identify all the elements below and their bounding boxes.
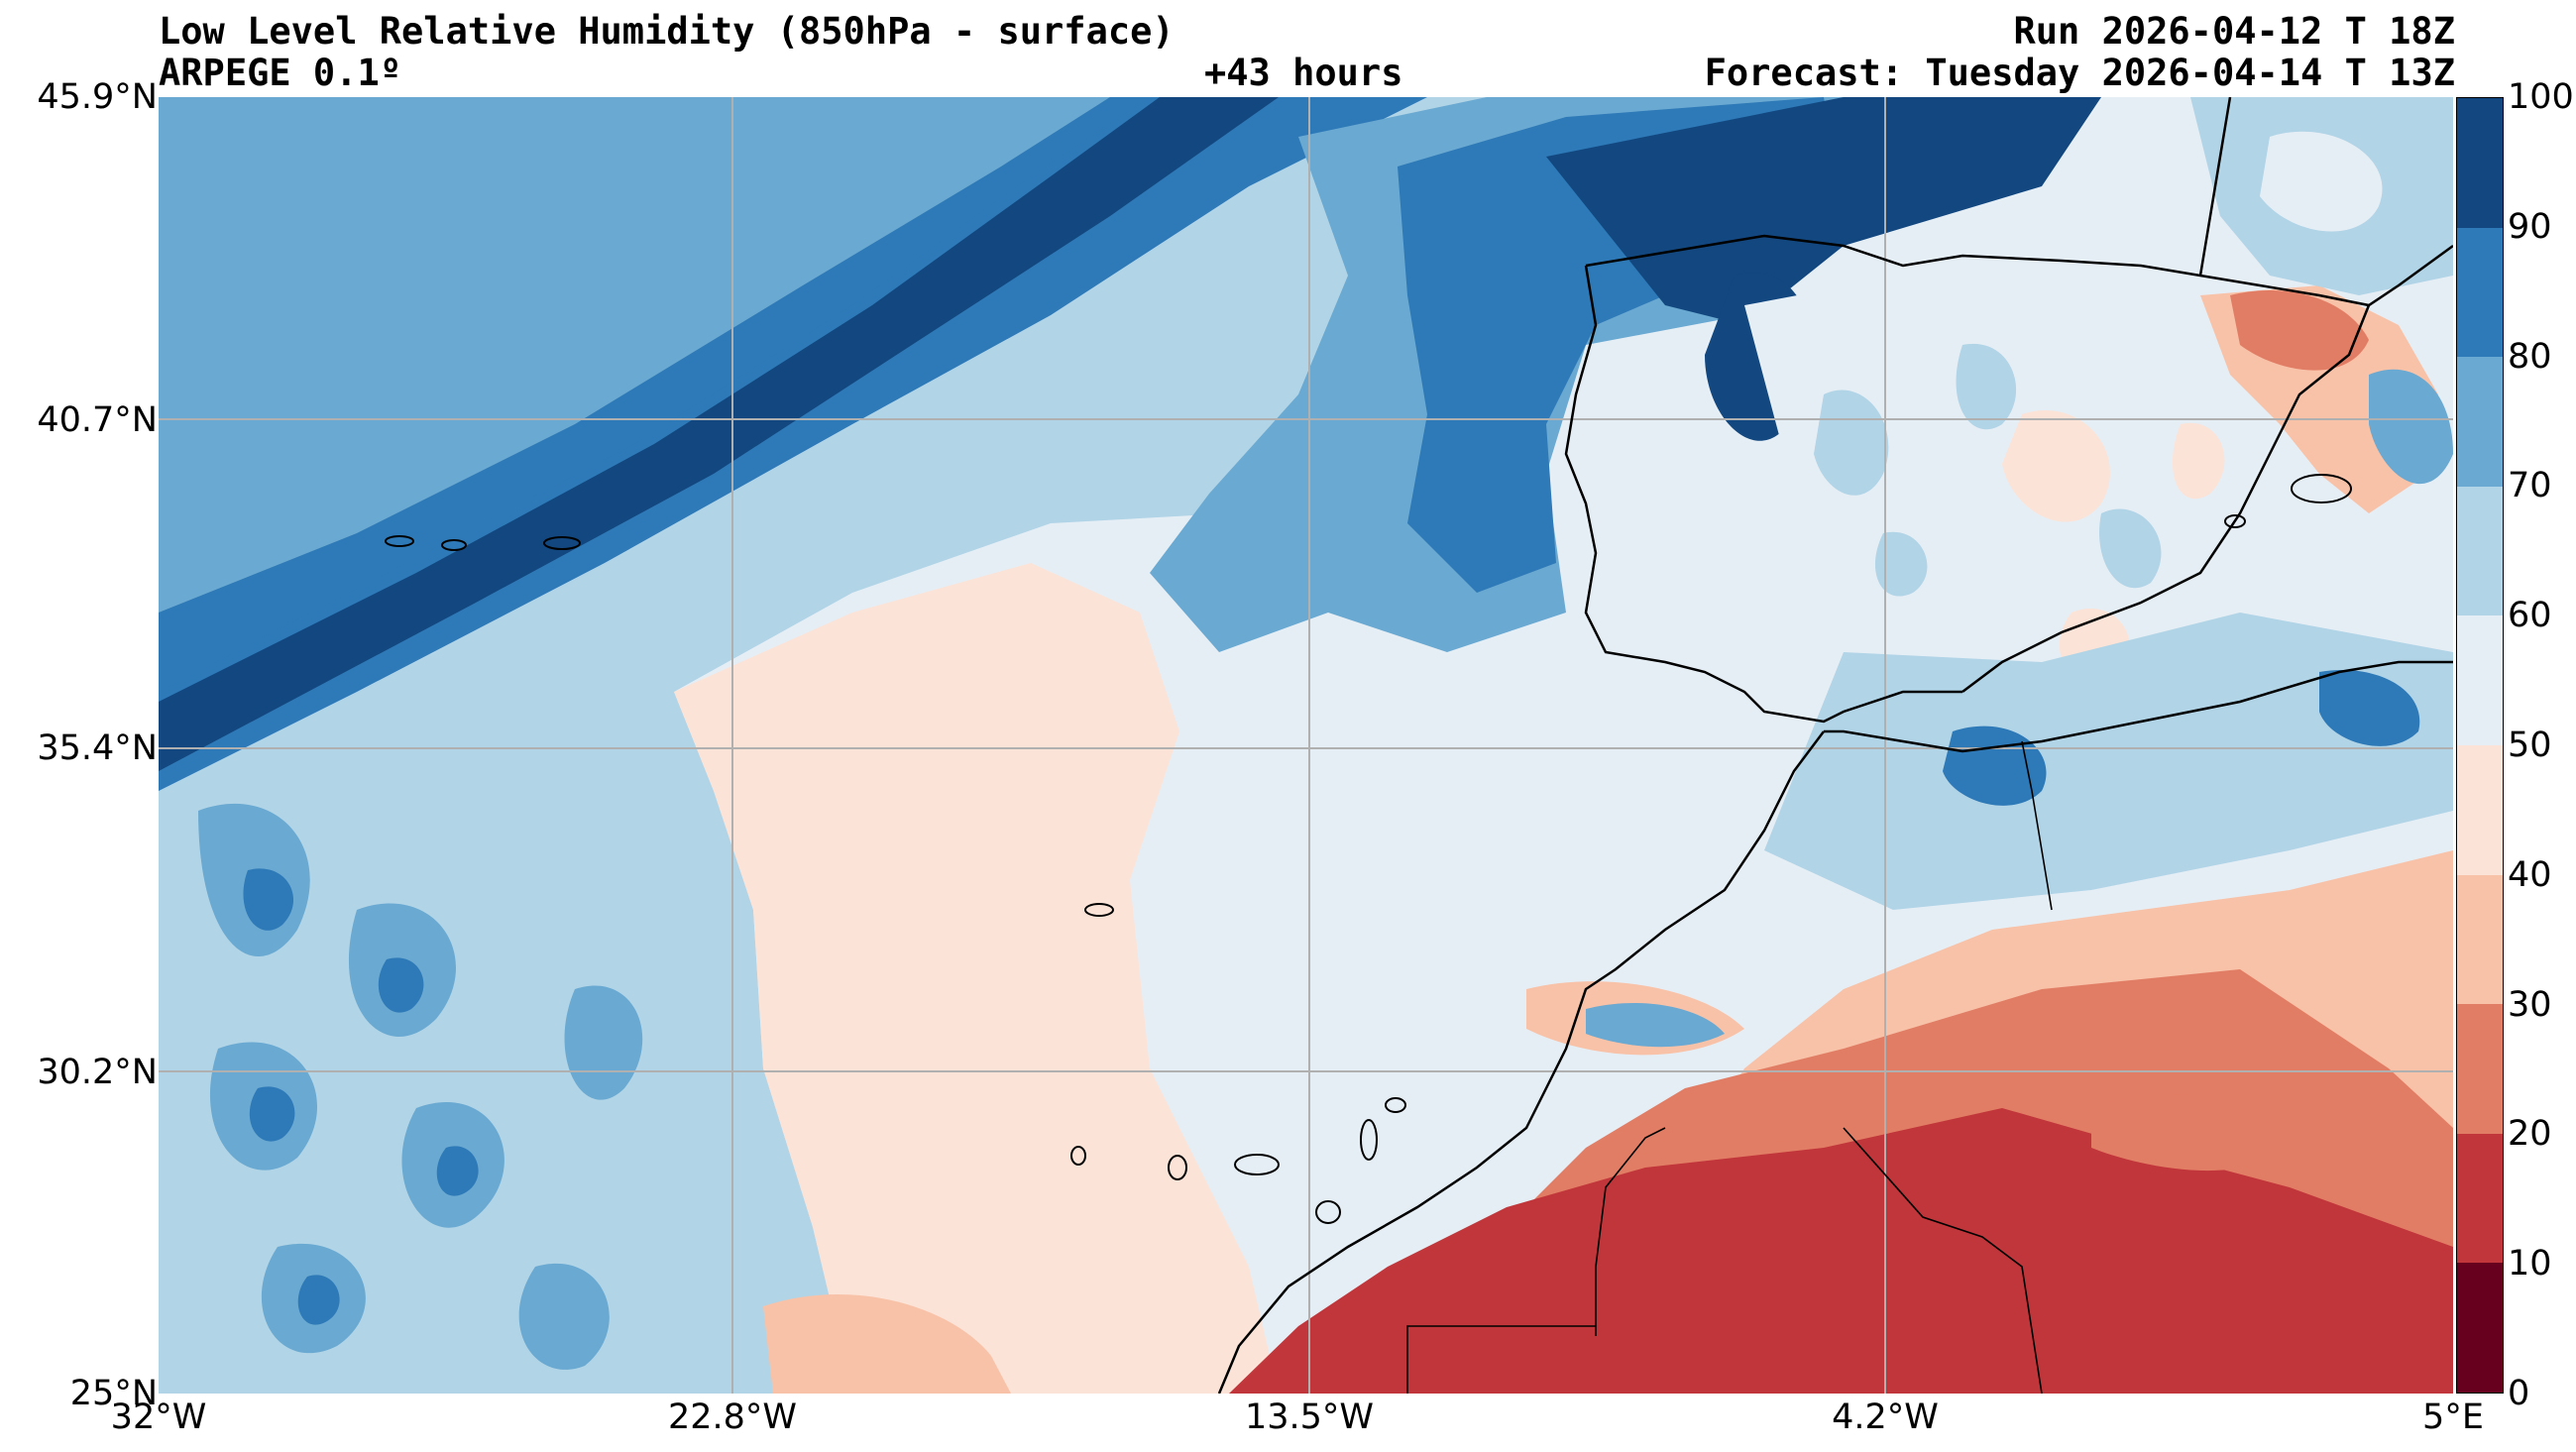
- colorbar-segment: [2457, 227, 2503, 358]
- coast-north-africa: [1824, 660, 2453, 753]
- rh-zone-20-30-patches: [1705, 1080, 2290, 1172]
- colorbar-tick-label: 100: [2508, 77, 2574, 117]
- colorbar-segment: [2457, 357, 2503, 487]
- rh-zone-70-80-atlas: [1586, 1003, 1725, 1048]
- lon-tick-label: 4.2°W: [1832, 1397, 1939, 1437]
- colorbar-segment: [2457, 874, 2503, 1005]
- colorbar-tick-label: 0: [2508, 1374, 2530, 1413]
- map-title: Low Level Relative Humidity (850hPa - su…: [159, 10, 1175, 53]
- rh-zone-30-40-tongue: [763, 1294, 1011, 1394]
- rh-zone-90-100-north-biscay: [1546, 97, 2101, 325]
- island-azores-3: [385, 535, 414, 547]
- rh-zone-70-80-balearic: [2369, 369, 2453, 485]
- lead-time: +43 hours: [1204, 52, 1403, 94]
- rh-zone-80-90-north-africa: [1943, 670, 2420, 806]
- colorbar-tick-label: 40: [2508, 855, 2552, 895]
- colorbar: [2456, 97, 2504, 1394]
- rh-zone-90-100-band: [159, 97, 1279, 771]
- colorbar-segment: [2457, 98, 2503, 228]
- lat-tick-label: 45.9°N: [37, 77, 158, 117]
- rh-zone-80-90-sw: [243, 868, 479, 1325]
- colorbar-segment: [2457, 1133, 2503, 1264]
- island-ibiza: [2224, 514, 2246, 528]
- colorbar-tick-label: 50: [2508, 726, 2552, 765]
- rh-zone-60-70-iberia-patches: [1814, 343, 2162, 597]
- coast-portugal: [1564, 265, 1962, 724]
- rh-zone-40-50-iberia: [2002, 410, 2225, 681]
- gridlines: [159, 97, 2453, 1394]
- model-name: ARPEGE 0.1º: [159, 52, 402, 94]
- island-madeira: [1084, 903, 1114, 917]
- island-tenerife: [1234, 1154, 1280, 1175]
- lat-tick-label: 25°N: [69, 1374, 158, 1413]
- lon-tick-label: 22.8°W: [667, 1397, 798, 1437]
- lon-tick-label: 32°W: [110, 1397, 207, 1437]
- border-morocco-south: [1843, 1127, 2043, 1394]
- coastlines: [1217, 97, 2453, 1394]
- colorbar-segment: [2457, 1004, 2503, 1134]
- rh-zone-10-20-sahara: [1229, 1108, 2453, 1394]
- rh-zone-20-30-ne-spain: [2230, 290, 2369, 371]
- islands: [385, 474, 2352, 1224]
- run-time: Run 2026-04-12 T 18Z: [2013, 10, 2455, 53]
- forecast-time: Forecast: Tuesday 2026-04-14 T 13Z: [1704, 52, 2455, 94]
- coast-north-iberia: [1585, 234, 2453, 307]
- island-la-palma: [1168, 1155, 1187, 1180]
- island-azores-2: [441, 539, 467, 551]
- humidity-map: [159, 97, 2453, 1394]
- island-azores-1: [543, 536, 581, 550]
- colorbar-tick-label: 10: [2508, 1244, 2552, 1284]
- island-mallorca: [2291, 474, 2352, 503]
- rh-zone-80-90-band-2: [159, 97, 1427, 791]
- colorbar-tick-label: 80: [2508, 337, 2552, 377]
- colorbar-tick-label: 60: [2508, 596, 2552, 635]
- colorbar-tick-label: 90: [2508, 207, 2552, 247]
- coast-east-spain: [1961, 304, 2371, 693]
- rh-zone-70-80-sw: [198, 803, 643, 1370]
- map-canvas: [159, 97, 2453, 1394]
- rh-zone-40-50-tongue: [674, 563, 1279, 1394]
- border-western-sahara: [1595, 1127, 1666, 1336]
- colorbar-segment: [2457, 745, 2503, 875]
- lon-tick-label: 5°E: [2422, 1397, 2484, 1437]
- colorbar-segment: [2457, 486, 2503, 616]
- colorbar-tick-label: 20: [2508, 1114, 2552, 1154]
- colorbar-tick-label: 30: [2508, 985, 2552, 1025]
- colorbar-segment: [2457, 1263, 2503, 1393]
- lat-tick-label: 35.4°N: [37, 728, 158, 768]
- lat-tick-label: 40.7°N: [37, 400, 158, 440]
- rh-zone-60-70-alboran: [1764, 613, 2453, 910]
- coast-morocco-atlantic: [1217, 730, 1825, 1394]
- coast-france-west: [2198, 97, 2232, 277]
- colorbar-segment: [2457, 615, 2503, 745]
- lat-tick-label: 30.2°N: [37, 1053, 158, 1092]
- lon-tick-label: 13.5°W: [1244, 1397, 1375, 1437]
- rh-zone-50-60-france: [2260, 131, 2383, 232]
- rh-zone-60-70-sw: [159, 613, 852, 1394]
- island-fuerteventura: [1360, 1119, 1378, 1161]
- island-lanzarote: [1385, 1097, 1406, 1113]
- border-algeria-morocco: [2021, 740, 2053, 911]
- border-mauritania: [1406, 1325, 1596, 1394]
- colorbar-tick-label: 70: [2508, 466, 2552, 505]
- island-gran-canaria: [1315, 1200, 1341, 1224]
- island-gomera: [1070, 1146, 1086, 1166]
